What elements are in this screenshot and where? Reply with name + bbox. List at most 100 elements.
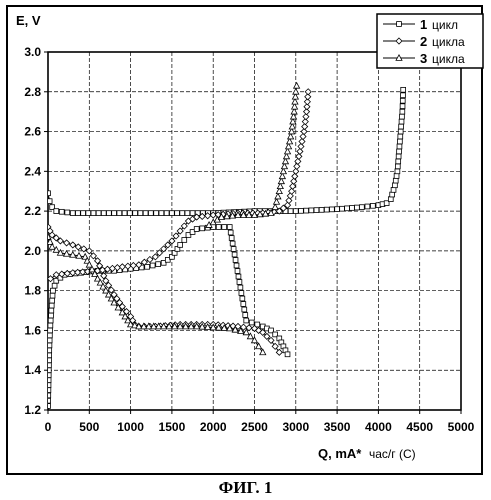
legend: 1цикл2цикла3цикла: [377, 14, 483, 68]
diamond-point: [305, 89, 311, 95]
square-point: [285, 352, 290, 357]
square-point: [227, 225, 232, 230]
x-axis-unit: час/г (C): [369, 447, 416, 461]
y-tick-label: 2.2: [24, 204, 41, 218]
square-point: [178, 243, 183, 248]
square-point: [233, 258, 238, 263]
square-point: [190, 211, 195, 216]
square-point: [239, 291, 244, 296]
y-tick-label: 1.4: [24, 363, 41, 377]
square-point: [101, 211, 106, 216]
square-point: [46, 373, 51, 378]
square-point: [393, 178, 398, 183]
y-tick-label: 1.2: [24, 403, 41, 417]
y-tick-label: 2.6: [24, 125, 41, 139]
square-point: [304, 208, 309, 213]
triangle-point: [275, 193, 281, 199]
square-point: [216, 225, 221, 230]
series-1: [46, 87, 406, 408]
square-point: [401, 93, 406, 98]
diamond-point: [292, 173, 298, 179]
square-point: [249, 320, 254, 325]
x-axis-label: Q, mA*: [318, 446, 362, 461]
square-point: [288, 209, 293, 214]
square-point: [335, 207, 340, 212]
series-line-discharge: [48, 90, 403, 213]
square-point: [154, 211, 159, 216]
square-point: [122, 211, 127, 216]
square-point: [145, 264, 150, 269]
square-point: [314, 208, 319, 213]
square-point: [133, 211, 138, 216]
x-tick-label: 3000: [282, 420, 309, 434]
square-point: [244, 318, 249, 323]
square-point: [395, 169, 400, 174]
square-point: [228, 230, 233, 235]
square-point: [76, 211, 81, 216]
square-point: [49, 308, 54, 313]
square-point: [200, 226, 205, 231]
square-point: [46, 378, 51, 383]
square-point: [350, 206, 355, 211]
square-point: [81, 211, 86, 216]
triangle-point: [272, 204, 278, 210]
square-point: [175, 211, 180, 216]
square-point: [51, 288, 56, 293]
x-tick-label: 4000: [365, 420, 392, 434]
square-point: [401, 87, 406, 92]
legend-label: цикл: [432, 18, 458, 32]
square-point: [232, 252, 237, 257]
square-point: [241, 302, 246, 307]
square-point: [148, 211, 153, 216]
square-point: [237, 280, 242, 285]
square-point: [46, 383, 51, 388]
square-point: [234, 263, 239, 268]
square-point: [182, 238, 187, 243]
square-point: [46, 388, 51, 393]
square-point: [50, 293, 55, 298]
square-point: [48, 328, 53, 333]
diamond-point: [64, 240, 70, 246]
square-point: [393, 183, 398, 188]
x-tick-label: 2000: [200, 420, 227, 434]
series-2: [45, 89, 311, 356]
square-point: [396, 154, 401, 159]
square-point: [330, 207, 335, 212]
square-point: [399, 124, 404, 129]
square-point: [400, 114, 405, 119]
legend-number: 1: [420, 17, 427, 32]
diamond-point: [299, 139, 305, 145]
square-point: [394, 174, 399, 179]
figure-caption: ФИГ. 1: [0, 478, 491, 498]
square-point: [185, 211, 190, 216]
square-point: [46, 191, 51, 196]
square-point: [400, 109, 405, 114]
legend-label: цикла: [432, 52, 465, 66]
square-point: [50, 298, 55, 303]
square-point: [54, 209, 59, 214]
square-point: [48, 323, 53, 328]
square-point: [70, 211, 75, 216]
square-point: [47, 333, 52, 338]
square-point: [138, 211, 143, 216]
square-point: [240, 296, 245, 301]
triangle-point: [274, 199, 280, 205]
square-point: [49, 313, 54, 318]
square-point: [222, 225, 227, 230]
square-point: [164, 211, 169, 216]
legend-number: 3: [420, 51, 427, 66]
square-point: [49, 303, 54, 308]
square-point: [230, 241, 235, 246]
square-point: [229, 236, 234, 241]
square-point: [243, 313, 248, 318]
square-point: [242, 307, 247, 312]
square-point: [156, 262, 161, 267]
y-tick-label: 3.0: [24, 45, 41, 59]
series-line-charge: [209, 86, 297, 225]
diamond-point: [147, 257, 153, 263]
diamond-point: [300, 134, 306, 140]
square-point: [235, 269, 240, 274]
diamond-point: [276, 349, 282, 355]
square-point: [127, 211, 132, 216]
x-tick-label: 3500: [324, 420, 351, 434]
